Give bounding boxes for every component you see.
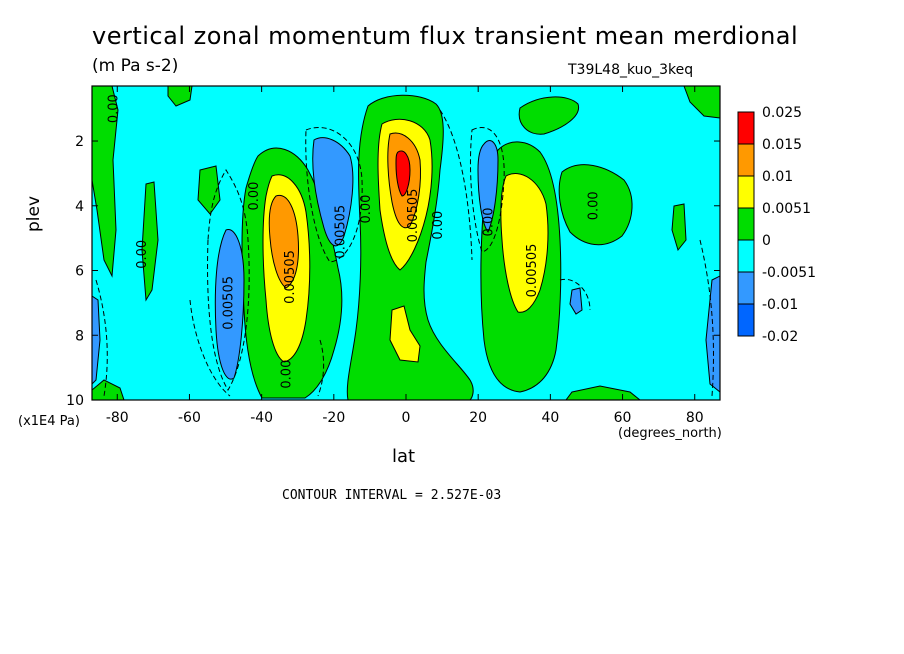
- contour-label: 0.00: [106, 94, 121, 123]
- run-label: T39L48_kuo_3keq: [568, 62, 694, 78]
- legend-label: 0.0051: [762, 201, 811, 217]
- positive-region: [197, 165, 221, 215]
- legend-label: 0: [762, 233, 771, 249]
- legend-swatch: [737, 175, 755, 209]
- positive-region: [518, 96, 580, 135]
- positive-region: [683, 86, 720, 119]
- legend-label: -0.02: [762, 329, 798, 345]
- legend-label: 0.025: [762, 105, 802, 121]
- positive-region: [268, 195, 299, 289]
- positive-region: [167, 86, 193, 107]
- x-axis-unit: (degrees_north): [618, 426, 722, 441]
- positive-region: [92, 86, 119, 278]
- negative-region: [477, 140, 499, 233]
- x-tick-label: 40: [541, 410, 559, 426]
- contour-label: 0.00505: [283, 250, 298, 304]
- negative-contour: [559, 278, 591, 311]
- x-tick-label: -60: [178, 410, 201, 426]
- x-tick-label: 60: [614, 410, 632, 426]
- negative-region: [569, 287, 583, 315]
- y-tick-label: 4: [75, 199, 84, 215]
- contour-label: 0.00505: [334, 205, 349, 259]
- x-axis-label: lat: [392, 446, 416, 467]
- x-tick-label: -20: [322, 410, 345, 426]
- color-legend: 0.025 0.015 0.01 0.0051 0 -0.0051 -0.01 -0.02: [737, 105, 816, 345]
- positive-region: [389, 305, 421, 363]
- y-tick-label: 10: [66, 393, 84, 409]
- contour-label: 0.00: [247, 182, 262, 211]
- x-tick-label: -80: [106, 410, 129, 426]
- positive-region: [565, 385, 641, 400]
- negative-contour: [469, 127, 505, 253]
- negative-region: [705, 275, 720, 393]
- legend-swatch: [737, 143, 755, 177]
- contour-label: 0.00: [431, 211, 446, 240]
- legend-swatch: [737, 207, 755, 241]
- contour-label: 0.00: [586, 191, 601, 220]
- negative-contour: [317, 339, 325, 397]
- negative-contour: [95, 279, 108, 397]
- contour-label: 0.00: [280, 360, 295, 389]
- legend-label: 0.01: [762, 169, 793, 185]
- x-tick-label: 80: [686, 410, 704, 426]
- x-tick-label: 20: [469, 410, 487, 426]
- chart-title: vertical zonal momentum flux transient m…: [92, 22, 799, 50]
- negative-region: [214, 229, 245, 380]
- legend-swatch: [737, 239, 755, 273]
- contour-label: 0.00: [359, 195, 374, 224]
- y-axis-unit: (x1E4 Pa): [18, 414, 80, 429]
- contour-interval-note: CONTOUR INTERVAL = 2.527E-03: [282, 488, 502, 503]
- x-tick-label: 0: [402, 410, 411, 426]
- legend-swatch: [737, 303, 755, 337]
- contour-label: 0.00505: [222, 276, 237, 330]
- legend-swatch: [737, 271, 755, 305]
- negative-contour: [189, 299, 231, 397]
- y-tick-label: 8: [75, 328, 84, 344]
- positive-region: [92, 379, 125, 400]
- plot-area: [92, 86, 720, 400]
- negative-region: [312, 137, 354, 247]
- negative-contour: [207, 169, 250, 391]
- chart-units: (m Pa s-2): [92, 56, 179, 76]
- x-tick-label: -40: [250, 410, 273, 426]
- negative-region: [92, 295, 101, 385]
- positive-region: [558, 164, 633, 246]
- positive-region: [395, 150, 411, 197]
- y-tick-label: 2: [75, 134, 84, 150]
- negative-contour: [439, 109, 473, 261]
- positive-region: [671, 203, 687, 252]
- axis-ticks: -80 -60 -40 -20 0 20 40 60 80 2 4 6 8 10: [66, 86, 720, 426]
- contour-label: 0.00505: [406, 189, 421, 243]
- contour-label: 0.00505: [525, 244, 540, 298]
- legend-swatch: [737, 111, 755, 145]
- legend-label: 0.015: [762, 137, 802, 153]
- legend-label: -0.01: [762, 297, 798, 313]
- positive-region: [141, 181, 159, 302]
- positive-region: [500, 173, 549, 313]
- y-tick-label: 6: [75, 264, 84, 280]
- contour-label: 0.00: [135, 240, 150, 269]
- contour-label: 0.00: [482, 207, 497, 236]
- legend-label: -0.0051: [762, 265, 816, 281]
- negative-contour: [699, 239, 714, 397]
- contour-labels: 0.00 0.00 0.00505 0.00 0.00505 0.00 0.00505 0.0…: [106, 94, 601, 388]
